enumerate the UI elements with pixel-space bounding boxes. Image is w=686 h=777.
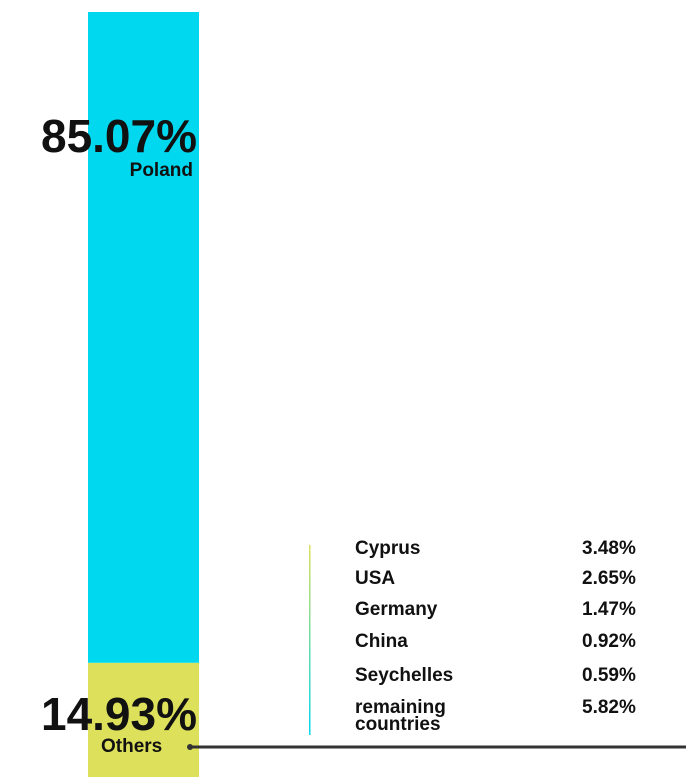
share: 0.92%: [582, 631, 636, 652]
divider: [309, 545, 311, 735]
share: 2.65%: [582, 568, 636, 589]
connector-dot: [187, 744, 193, 750]
country: remaining countries: [355, 697, 446, 735]
country: Germany: [355, 599, 438, 620]
country: China: [355, 631, 408, 652]
series-label: Others: [101, 736, 162, 757]
share: 3.48%: [582, 538, 636, 559]
bar-segment: [88, 662, 199, 777]
value-label: 14.93%: [41, 688, 197, 740]
country: USA: [355, 568, 396, 589]
country: Cyprus: [355, 538, 421, 559]
country: Seychelles: [355, 665, 454, 686]
bar-segment: [88, 12, 199, 663]
share: 5.82%: [582, 697, 636, 718]
share: 1.47%: [582, 599, 636, 620]
series-label: Poland: [130, 160, 193, 181]
share: 0.59%: [582, 665, 636, 686]
value-label: 85.07%: [41, 110, 197, 162]
